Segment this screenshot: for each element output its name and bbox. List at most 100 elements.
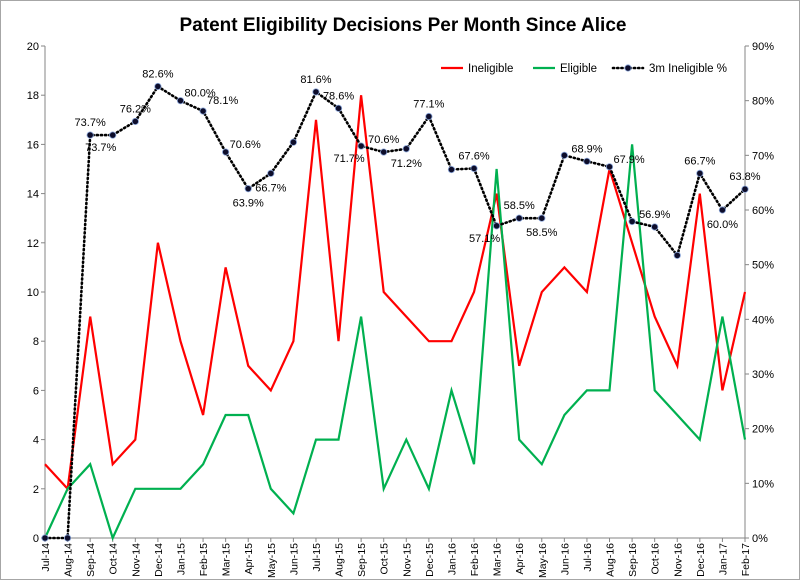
x-tick-label: Dec-14 <box>153 543 165 577</box>
y2-tick-label: 20% <box>752 424 774 436</box>
series-point-3m-ineligible <box>560 151 568 159</box>
series-point-3m-ineligible <box>109 131 117 139</box>
series-point-3m-ineligible <box>447 165 456 174</box>
x-tick-label: Aug-16 <box>605 543 617 577</box>
data-label: 63.9% <box>233 198 264 210</box>
x-tick-label: Jul-15 <box>311 543 323 572</box>
data-label: 67.6% <box>458 150 489 162</box>
x-tick-label: Mar-15 <box>221 543 233 576</box>
x-tick-label: Jun-15 <box>288 543 300 575</box>
series-point-3m-ineligible <box>380 148 388 156</box>
series-point-3m-ineligible <box>493 222 501 230</box>
x-tick-label: Apr-16 <box>514 543 526 575</box>
y-tick-label: 8 <box>33 336 39 348</box>
plot-area <box>41 82 749 542</box>
data-label: 70.6% <box>368 134 399 146</box>
data-label: 71.2% <box>391 158 422 170</box>
data-label: 56.9% <box>639 209 670 221</box>
series-point-3m-ineligible <box>199 107 207 115</box>
y-tick-label: 14 <box>27 189 39 201</box>
series-point-3m-ineligible <box>583 157 591 165</box>
data-label: 67.9% <box>614 154 645 166</box>
chart-title: Patent Eligibility Decisions Per Month S… <box>180 15 627 36</box>
y-tick-label: 12 <box>27 238 39 250</box>
data-labels: 73.7% 73.7% 76.2% 82.6% 80.0%78.1% 70.6% 63.9%… <box>75 68 761 244</box>
x-tick-label: Oct-15 <box>379 543 391 575</box>
x-tick-label: Nov-15 <box>401 543 413 577</box>
data-label: 70.6% <box>230 139 261 151</box>
y2-tick-label: 90% <box>752 41 774 53</box>
x-tick-label: Feb-17 <box>740 543 752 576</box>
series-point-3m-ineligible <box>312 88 320 96</box>
series-point-3m-ineligible <box>718 206 727 214</box>
data-label: 78.1% <box>207 95 238 107</box>
series-point-3m-ineligible <box>402 145 410 153</box>
y-tick-label: 2 <box>33 484 39 496</box>
x-tick-label: Aug-14 <box>63 543 75 577</box>
data-label: 66.7% <box>684 155 715 167</box>
x-tick-label: Nov-14 <box>130 543 142 577</box>
series-point-3m-ineligible <box>651 223 659 231</box>
y-tick-label: 16 <box>27 139 39 151</box>
data-label: 60.0% <box>707 219 738 231</box>
x-tick-label: Jul-14 <box>40 543 52 572</box>
series-point-3m-ineligible <box>41 534 49 542</box>
y2-tick-label: 70% <box>752 150 774 162</box>
y2-tick-label: 0% <box>752 533 768 545</box>
y-tick-label: 4 <box>33 435 39 447</box>
y-tick-label: 0 <box>33 533 39 545</box>
y2-tick-label: 40% <box>752 314 774 326</box>
series-point-3m-ineligible <box>86 131 94 139</box>
data-label: 80.0% <box>184 88 215 100</box>
y-tick-label: 20 <box>27 41 39 53</box>
data-label: 71.7% <box>334 153 365 165</box>
series-line-ineligible <box>44 95 747 492</box>
series-point-3m-ineligible <box>131 117 139 126</box>
axes: 0 2 4 6 8 10 12 14 16 18 20 0% 10% 20% 30% 40% 50% 60% 70%… <box>27 41 774 578</box>
series-point-3m-ineligible <box>154 82 162 91</box>
series-point-3m-ineligible <box>696 169 704 177</box>
series-point-3m-ineligible <box>357 142 365 150</box>
legend-label-ineligible: Ineligible <box>468 63 513 75</box>
y2-tick-label: 80% <box>752 96 774 108</box>
y-tick-label: 10 <box>27 287 39 299</box>
y2-tick-label: 30% <box>752 369 774 381</box>
data-label: 68.9% <box>571 143 602 155</box>
x-tick-label: Dec-16 <box>695 543 707 577</box>
x-tick-label: Jun-16 <box>559 543 571 575</box>
series-point-3m-ineligible <box>63 534 72 542</box>
x-tick-label: May-15 <box>266 543 278 578</box>
x-tick-label: Sep-14 <box>85 543 97 577</box>
series-point-3m-ineligible <box>289 138 297 146</box>
x-tick-label: Mar-16 <box>492 543 504 576</box>
x-tick-label: Sep-15 <box>356 543 368 577</box>
data-label: 63.8% <box>729 171 760 183</box>
data-label: 66.7% <box>255 182 286 194</box>
series-point-3m-ineligible <box>628 217 636 226</box>
legend-marker-3m-ineligible <box>624 64 632 72</box>
series-point-3m-ineligible <box>538 214 546 222</box>
x-tick-label: Oct-16 <box>650 543 662 575</box>
series-point-3m-ineligible <box>470 164 478 173</box>
series-point-3m-ineligible <box>176 97 185 105</box>
series-point-3m-ineligible <box>741 185 749 193</box>
y2-tick-label: 60% <box>752 205 774 217</box>
series-point-3m-ineligible <box>673 251 681 259</box>
x-tick-label: Feb-16 <box>469 543 481 576</box>
x-tick-label: Jul-16 <box>582 543 594 572</box>
x-tick-label: Dec-15 <box>424 543 436 577</box>
data-label: 82.6% <box>142 68 173 80</box>
x-tick-label: Sep-16 <box>627 543 639 577</box>
data-label: 81.6% <box>300 74 331 86</box>
x-tick-label: Apr-15 <box>243 543 255 575</box>
y2-tick-label: 10% <box>752 478 774 490</box>
x-tick-label: Oct-14 <box>108 543 120 575</box>
legend: Ineligible Eligible 3m Ineligible % <box>441 63 727 75</box>
x-tick-label: Jan-16 <box>446 543 458 575</box>
x-tick-label: Aug-15 <box>334 543 346 577</box>
data-label: 58.5% <box>504 200 535 212</box>
series-line-3m-ineligible <box>43 84 747 540</box>
series-line-eligible <box>44 144 747 542</box>
